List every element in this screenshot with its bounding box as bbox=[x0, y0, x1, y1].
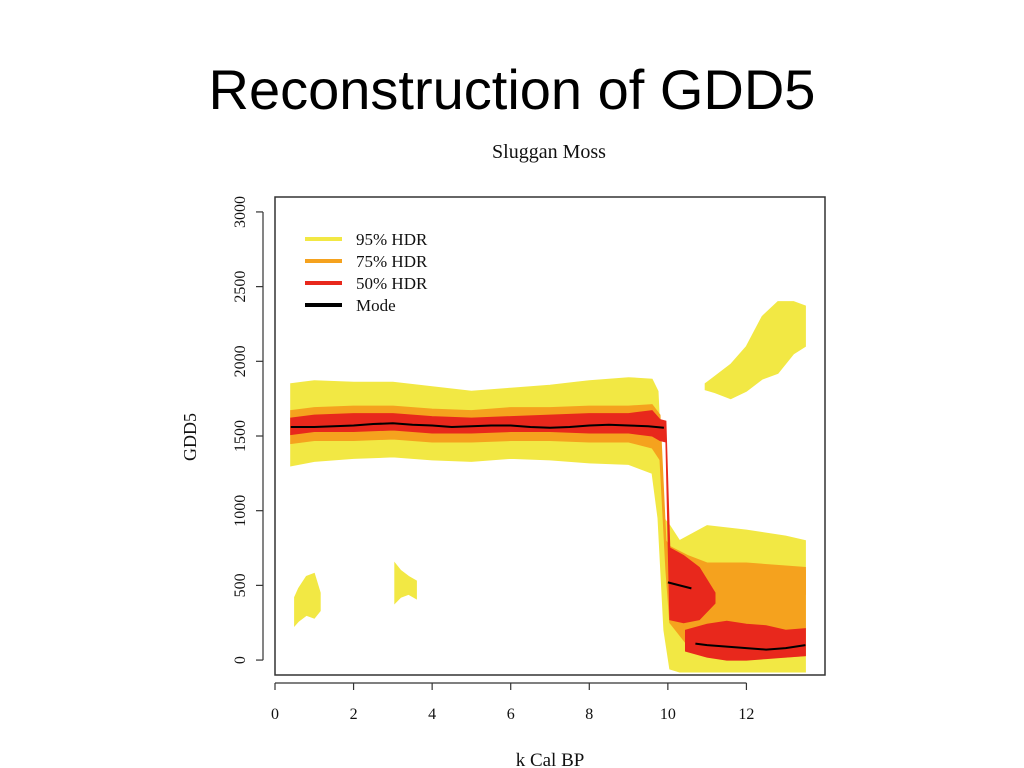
y-tick-label: 0 bbox=[232, 656, 249, 664]
y-axis-label: GDD5 bbox=[180, 413, 200, 461]
y-tick-label: 1500 bbox=[232, 420, 249, 452]
hdr50-band bbox=[290, 410, 716, 624]
y-tick-label: 2000 bbox=[232, 345, 249, 377]
y-tick-label: 2500 bbox=[232, 271, 249, 303]
mode-line bbox=[290, 422, 806, 651]
y-tick-label: 1000 bbox=[232, 495, 249, 527]
legend-label: 95% HDR bbox=[356, 230, 428, 249]
hdr95-scatter bbox=[294, 572, 321, 628]
x-tick-label: 0 bbox=[271, 706, 279, 723]
x-tick-label: 2 bbox=[350, 706, 358, 723]
hdr95-upper-patch bbox=[704, 301, 806, 400]
x-tick-label: 6 bbox=[507, 706, 515, 723]
plot-area bbox=[290, 301, 806, 673]
x-axis-label: k Cal BP bbox=[516, 750, 585, 768]
x-tick-label: 12 bbox=[738, 706, 754, 723]
legend: 95% HDR 75% HDR 50% HDR Mode bbox=[305, 230, 428, 315]
y-axis: 0 500 1000 1500 2000 2500 3000 bbox=[232, 196, 264, 664]
chart-title: Sluggan Moss bbox=[492, 141, 606, 163]
y-tick-label: 500 bbox=[232, 573, 249, 597]
x-axis: 0 2 4 6 8 10 12 bbox=[271, 682, 754, 723]
slide-title: Reconstruction of GDD5 bbox=[208, 58, 816, 121]
x-tick-label: 10 bbox=[660, 706, 676, 723]
x-tick-label: 8 bbox=[585, 706, 593, 723]
legend-label: 50% HDR bbox=[356, 274, 428, 293]
hdr50-cluster bbox=[685, 620, 806, 661]
legend-label: 75% HDR bbox=[356, 252, 428, 271]
hdr95-scatter bbox=[394, 561, 417, 605]
y-tick-label: 3000 bbox=[232, 196, 249, 228]
x-tick-label: 4 bbox=[428, 706, 436, 723]
plot-frame bbox=[274, 196, 826, 676]
legend-label: Mode bbox=[356, 296, 396, 315]
